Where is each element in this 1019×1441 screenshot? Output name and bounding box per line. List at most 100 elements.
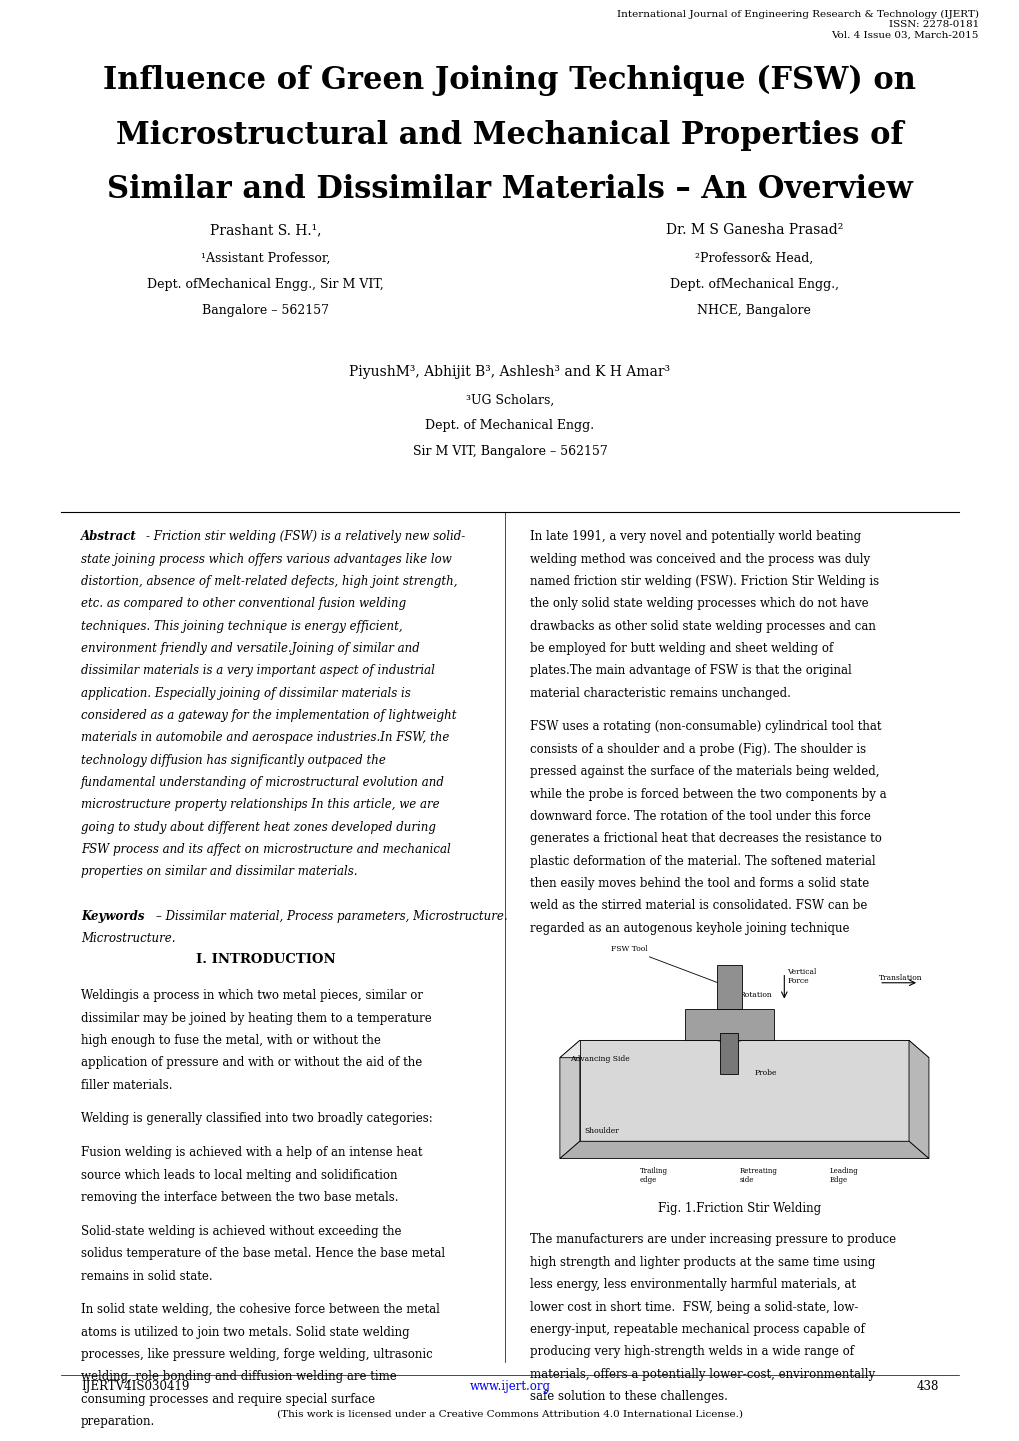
- Text: welding method was conceived and the process was duly: welding method was conceived and the pro…: [530, 552, 869, 566]
- Text: - Friction stir welding (FSW) is a relatively new solid-: - Friction stir welding (FSW) is a relat…: [146, 530, 465, 543]
- Text: environment friendly and versatile.Joining of similar and: environment friendly and versatile.Joini…: [81, 643, 420, 656]
- Text: safe solution to these challenges.: safe solution to these challenges.: [530, 1389, 728, 1404]
- Text: drawbacks as other solid state welding processes and can: drawbacks as other solid state welding p…: [530, 620, 875, 633]
- Polygon shape: [559, 1040, 579, 1159]
- Text: application. Especially joining of dissimilar materials is: application. Especially joining of dissi…: [81, 687, 411, 700]
- Text: atoms is utilized to join two metals. Solid state welding: atoms is utilized to join two metals. So…: [81, 1326, 410, 1339]
- Text: Dept. ofMechanical Engg., Sir M VIT,: Dept. ofMechanical Engg., Sir M VIT,: [147, 278, 383, 291]
- Text: NHCE, Bangalore: NHCE, Bangalore: [697, 304, 810, 317]
- Text: Translation: Translation: [878, 974, 922, 983]
- Text: Fusion welding is achieved with a help of an intense heat: Fusion welding is achieved with a help o…: [81, 1147, 422, 1160]
- Text: – Dissimilar material, Process parameters, Microstructure.: – Dissimilar material, Process parameter…: [156, 911, 507, 924]
- Text: Retreating
side: Retreating side: [739, 1167, 776, 1185]
- Text: downward force. The rotation of the tool under this force: downward force. The rotation of the tool…: [530, 810, 870, 823]
- Text: plates.The main advantage of FSW is that the original: plates.The main advantage of FSW is that…: [530, 664, 851, 677]
- Text: PiyushM³, Abhijit B³, Ashlesh³ and K H Amar³: PiyushM³, Abhijit B³, Ashlesh³ and K H A…: [350, 365, 669, 379]
- Text: In solid state welding, the cohesive force between the metal: In solid state welding, the cohesive for…: [81, 1304, 439, 1317]
- Text: Sir M VIT, Bangalore – 562157: Sir M VIT, Bangalore – 562157: [413, 445, 606, 458]
- Text: lower cost in short time.  FSW, being a solid-state, low-: lower cost in short time. FSW, being a s…: [530, 1300, 857, 1314]
- Text: preparation.: preparation.: [81, 1415, 155, 1428]
- Polygon shape: [559, 1141, 928, 1159]
- Text: Welding is generally classified into two broadly categories:: Welding is generally classified into two…: [81, 1112, 432, 1125]
- Text: In late 1991, a very novel and potentially world beating: In late 1991, a very novel and potential…: [530, 530, 860, 543]
- Text: etc. as compared to other conventional fusion welding: etc. as compared to other conventional f…: [81, 597, 406, 611]
- Text: Similar and Dissimilar Materials – An Overview: Similar and Dissimilar Materials – An Ov…: [107, 174, 912, 206]
- Text: Weldingis a process in which two metal pieces, similar or: Weldingis a process in which two metal p…: [81, 990, 423, 1003]
- Text: be employed for butt welding and sheet welding of: be employed for butt welding and sheet w…: [530, 641, 833, 656]
- Text: application of pressure and with or without the aid of the: application of pressure and with or with…: [81, 1056, 422, 1069]
- Text: IJERTV4IS030419: IJERTV4IS030419: [81, 1380, 190, 1393]
- Text: solidus temperature of the base metal. Hence the base metal: solidus temperature of the base metal. H…: [81, 1248, 444, 1261]
- Text: high enough to fuse the metal, with or without the: high enough to fuse the metal, with or w…: [81, 1035, 380, 1048]
- Text: International Journal of Engineering Research & Technology (IJERT): International Journal of Engineering Res…: [616, 10, 978, 19]
- Text: producing very high-strength welds in a wide range of: producing very high-strength welds in a …: [530, 1344, 853, 1359]
- Text: (This work is licensed under a Creative Commons Attribution 4.0 International Li: (This work is licensed under a Creative …: [277, 1409, 742, 1418]
- Text: techniques. This joining technique is energy efficient,: techniques. This joining technique is en…: [81, 620, 403, 633]
- Text: ¹Assistant Professor,: ¹Assistant Professor,: [201, 252, 330, 265]
- Text: Dr. M S Ganesha Prasad²: Dr. M S Ganesha Prasad²: [665, 223, 843, 238]
- Polygon shape: [579, 1040, 908, 1141]
- Text: Trailing
edge: Trailing edge: [639, 1167, 667, 1185]
- Text: FSW Tool: FSW Tool: [610, 945, 726, 986]
- Text: high strength and lighter products at the same time using: high strength and lighter products at th…: [530, 1255, 874, 1270]
- Text: ³UG Scholars,: ³UG Scholars,: [466, 393, 553, 406]
- Text: the only solid state welding processes which do not have: the only solid state welding processes w…: [530, 597, 868, 611]
- Text: named friction stir welding (FSW). Friction Stir Welding is: named friction stir welding (FSW). Frict…: [530, 575, 878, 588]
- Text: Abstract: Abstract: [81, 530, 137, 543]
- Text: less energy, less environmentally harmful materials, at: less energy, less environmentally harmfu…: [530, 1278, 855, 1291]
- Text: Probe: Probe: [754, 1069, 776, 1078]
- Text: properties on similar and dissimilar materials.: properties on similar and dissimilar mat…: [81, 865, 358, 879]
- Text: weld as the stirred material is consolidated. FSW can be: weld as the stirred material is consolid…: [530, 899, 866, 912]
- Text: source which leads to local melting and solidification: source which leads to local melting and …: [81, 1169, 397, 1182]
- Text: FSW uses a rotating (non-consumable) cylindrical tool that: FSW uses a rotating (non-consumable) cyl…: [530, 720, 880, 733]
- Text: FSW process and its affect on microstructure and mechanical: FSW process and its affect on microstruc…: [81, 843, 450, 856]
- Text: regarded as an autogenous keyhole joining technique: regarded as an autogenous keyhole joinin…: [530, 921, 849, 935]
- Polygon shape: [908, 1040, 928, 1159]
- Text: fundamental understanding of microstructural evolution and: fundamental understanding of microstruct…: [81, 775, 444, 790]
- Text: Vertical: Vertical: [787, 968, 816, 977]
- Text: state joining process which offers various advantages like low: state joining process which offers vario…: [81, 552, 451, 566]
- Bar: [684, 1009, 773, 1040]
- Text: then easily moves behind the tool and forms a solid state: then easily moves behind the tool and fo…: [530, 876, 868, 891]
- Text: Shoulder: Shoulder: [584, 1127, 619, 1136]
- Text: Solid-state welding is achieved without exceeding the: Solid-state welding is achieved without …: [81, 1225, 401, 1238]
- Text: materials in automobile and aerospace industries.In FSW, the: materials in automobile and aerospace in…: [81, 732, 449, 745]
- Text: ISSN: 2278-0181: ISSN: 2278-0181: [888, 20, 978, 29]
- Text: pressed against the surface of the materials being welded,: pressed against the surface of the mater…: [530, 765, 878, 778]
- Text: ²Professor& Head,: ²Professor& Head,: [695, 252, 813, 265]
- Text: distortion, absence of melt-related defects, high joint strength,: distortion, absence of melt-related defe…: [81, 575, 458, 588]
- Bar: [716, 965, 741, 1009]
- Text: Influence of Green Joining Technique (FSW) on: Influence of Green Joining Technique (FS…: [103, 65, 916, 97]
- Text: Dept. ofMechanical Engg.,: Dept. ofMechanical Engg.,: [669, 278, 838, 291]
- Text: energy-input, repeatable mechanical process capable of: energy-input, repeatable mechanical proc…: [530, 1323, 864, 1336]
- Text: Prashant S. H.¹,: Prashant S. H.¹,: [210, 223, 321, 238]
- Text: consists of a shoulder and a probe (Fig). The shoulder is: consists of a shoulder and a probe (Fig)…: [530, 742, 865, 757]
- Text: microstructure property relationships In this article, we are: microstructure property relationships In…: [81, 798, 439, 811]
- Text: while the probe is forced between the two components by a: while the probe is forced between the tw…: [530, 787, 886, 801]
- Polygon shape: [559, 1040, 928, 1058]
- Text: materials, offers a potentially lower-cost, environmentally: materials, offers a potentially lower-co…: [530, 1368, 874, 1380]
- Text: consuming processes and require special surface: consuming processes and require special …: [81, 1393, 375, 1406]
- Text: Vol. 4 Issue 03, March-2015: Vol. 4 Issue 03, March-2015: [830, 30, 978, 39]
- Text: dissimilar materials is a very important aspect of industrial: dissimilar materials is a very important…: [81, 664, 434, 677]
- Text: Force: Force: [787, 977, 808, 986]
- Bar: [719, 1033, 738, 1074]
- Text: Keywords: Keywords: [81, 911, 145, 924]
- Text: Bangalore – 562157: Bangalore – 562157: [202, 304, 329, 317]
- Text: considered as a gateway for the implementation of lightweight: considered as a gateway for the implemen…: [81, 709, 457, 722]
- Text: dissimilar may be joined by heating them to a temperature: dissimilar may be joined by heating them…: [81, 1012, 431, 1025]
- Text: removing the interface between the two base metals.: removing the interface between the two b…: [81, 1192, 398, 1205]
- Text: Leading
Edge: Leading Edge: [828, 1167, 857, 1185]
- Text: processes, like pressure welding, forge welding, ultrasonic: processes, like pressure welding, forge …: [81, 1349, 432, 1362]
- Text: technology diffusion has significantly outpaced the: technology diffusion has significantly o…: [81, 754, 385, 767]
- Text: Advancing Side: Advancing Side: [570, 1055, 629, 1063]
- Text: Dept. of Mechanical Engg.: Dept. of Mechanical Engg.: [425, 419, 594, 432]
- Text: The manufacturers are under increasing pressure to produce: The manufacturers are under increasing p…: [530, 1233, 896, 1246]
- Text: Fig. 1.Friction Stir Welding: Fig. 1.Friction Stir Welding: [657, 1202, 820, 1215]
- Text: material characteristic remains unchanged.: material characteristic remains unchange…: [530, 686, 790, 700]
- Text: remains in solid state.: remains in solid state.: [81, 1270, 213, 1282]
- Text: going to study about different heat zones developed during: going to study about different heat zone…: [81, 821, 435, 834]
- Text: welding, role bonding and diffusion welding are time: welding, role bonding and diffusion weld…: [81, 1370, 396, 1383]
- Text: plastic deformation of the material. The softened material: plastic deformation of the material. The…: [530, 855, 874, 867]
- Text: Microstructural and Mechanical Properties of: Microstructural and Mechanical Propertie…: [116, 120, 903, 151]
